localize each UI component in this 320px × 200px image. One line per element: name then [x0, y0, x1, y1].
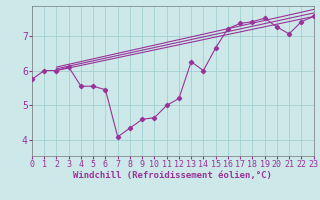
X-axis label: Windchill (Refroidissement éolien,°C): Windchill (Refroidissement éolien,°C) — [73, 171, 272, 180]
